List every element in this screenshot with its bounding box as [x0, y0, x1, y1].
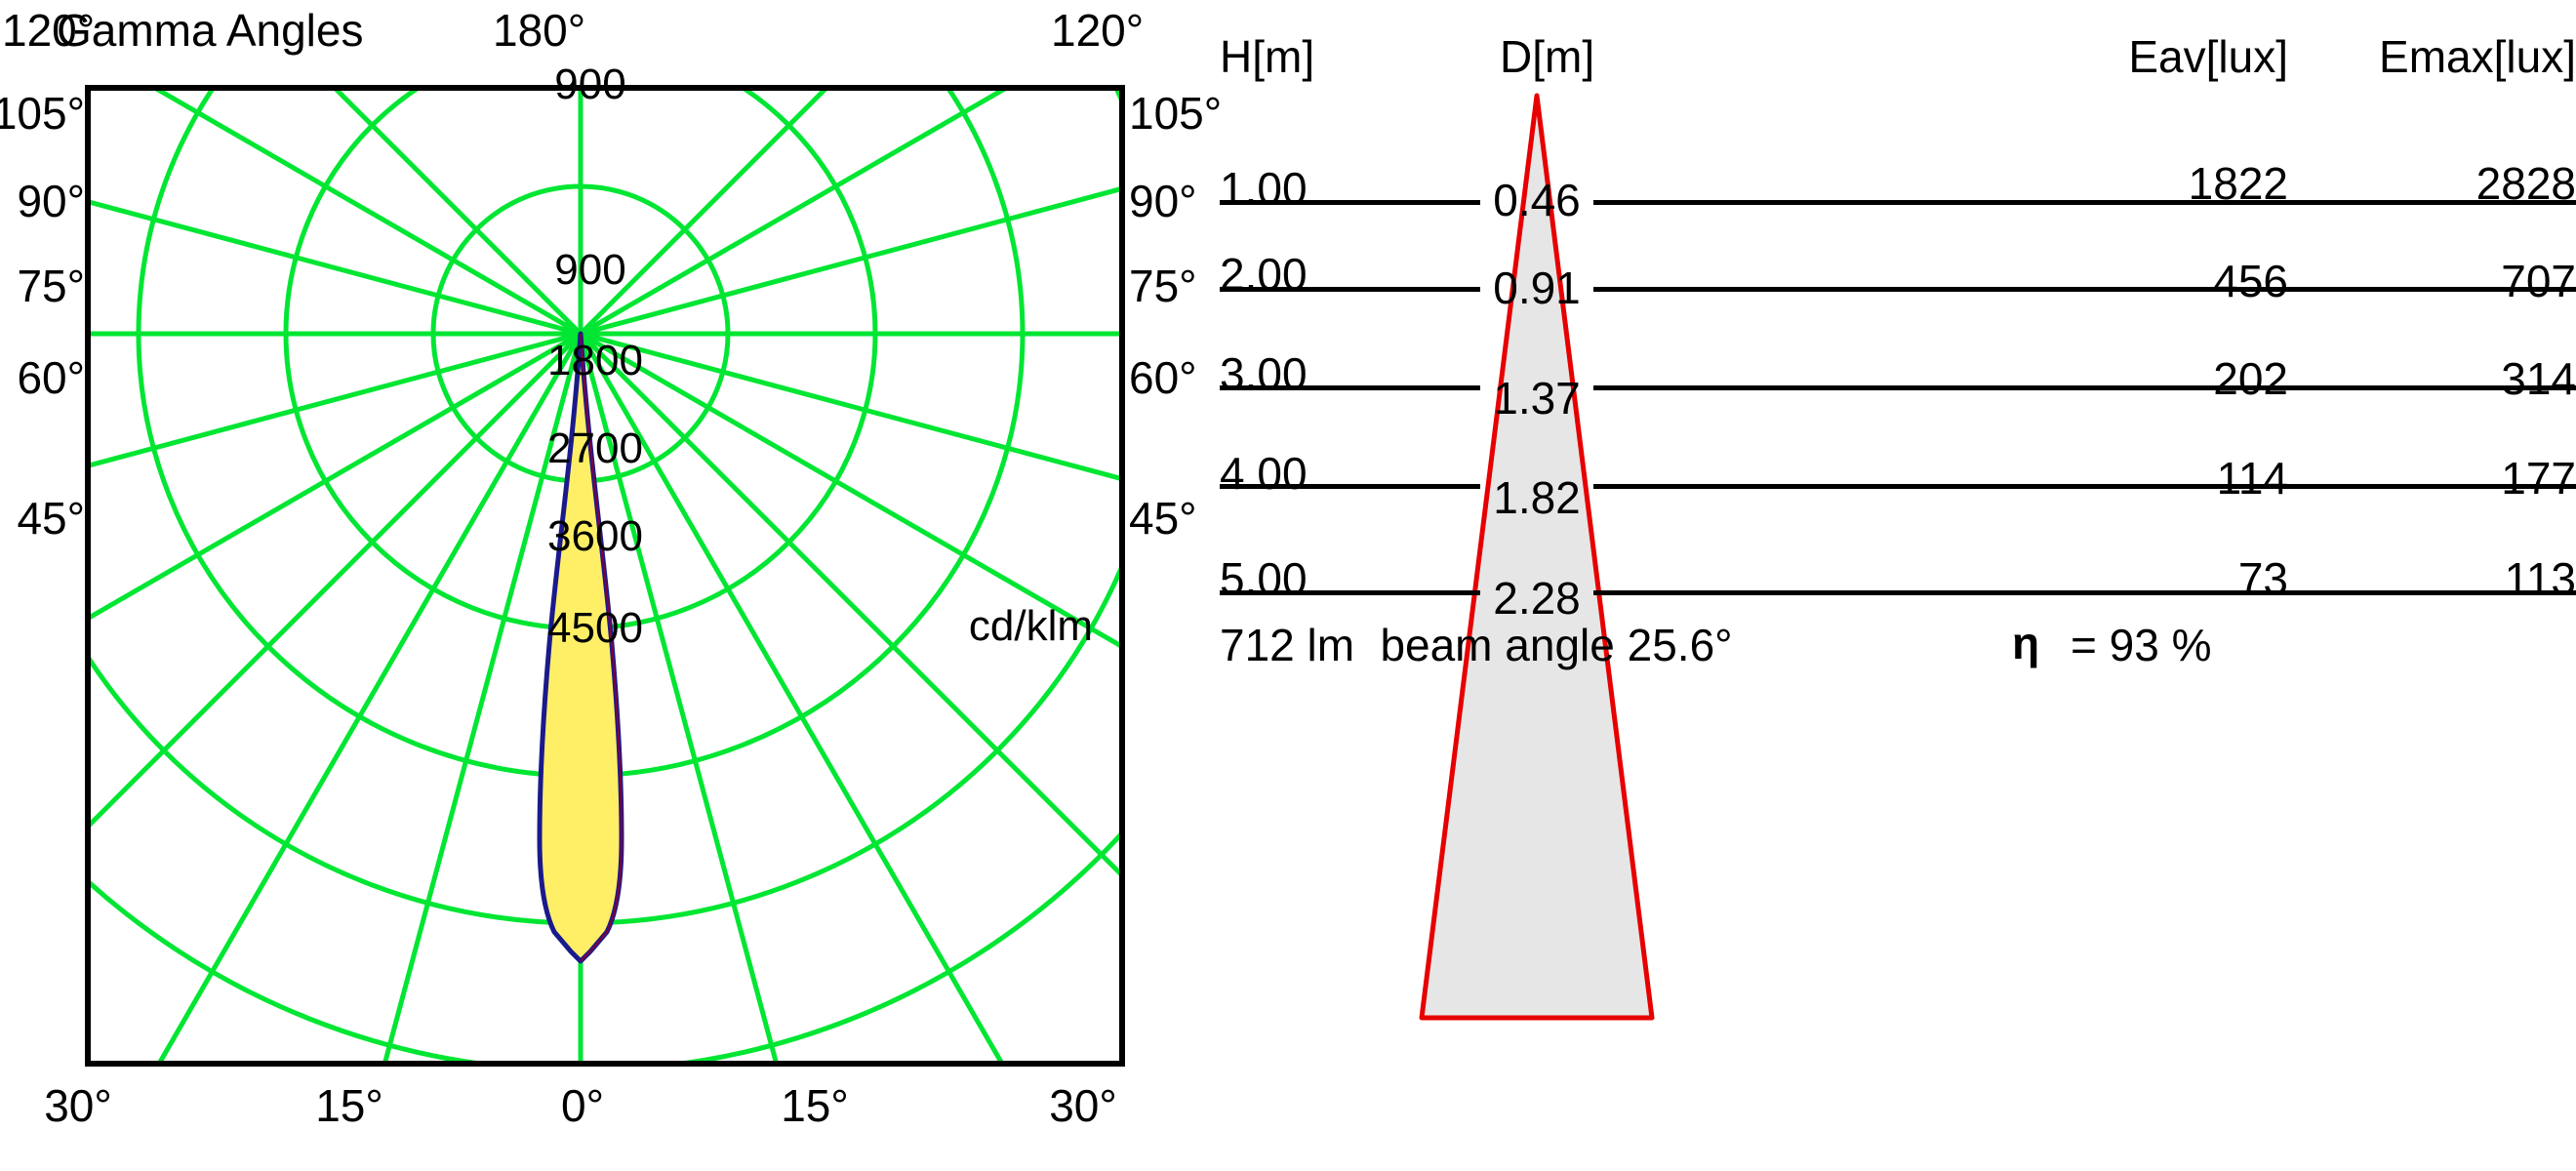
polar-iso-label-1800: 1800 [547, 337, 643, 384]
beam-cone-shape [1419, 93, 1655, 1021]
polar-bottom-axis-label-30-right: 30° [1049, 1080, 1117, 1131]
polar-top-center-angle-label: 180° [493, 5, 586, 56]
cell-h-4: 4.00 [1220, 448, 1308, 499]
cell-h-2: 2.00 [1220, 249, 1308, 300]
polar-right-axis-label-45: 45° [1129, 493, 1197, 544]
polar-bottom-axis-label-15-right: 15° [781, 1080, 849, 1131]
row-rule-left-3 [1220, 385, 1480, 390]
total-luminous-flux: 712 lm [1220, 620, 1355, 670]
polar-iso-label-4500: 4500 [547, 604, 643, 652]
polar-bottom-axis-label-0: 0° [561, 1080, 604, 1131]
polar-right-axis-label-90: 90° [1129, 176, 1197, 226]
cell-emax-4: 177 [2501, 453, 2576, 504]
polar-iso-label-900-top: 900 [554, 61, 626, 108]
efficiency-symbol: η [2012, 618, 2040, 668]
cell-emax-3: 314 [2501, 353, 2576, 404]
row-rule-right-4 [1593, 484, 2576, 489]
polar-plot-canvas [85, 85, 1125, 1067]
cell-d-3: 1.37 [1493, 373, 1581, 424]
cell-h-5: 5.00 [1220, 553, 1308, 604]
intensity-curve [537, 331, 624, 964]
polar-right-axis-label-60: 60° [1129, 352, 1197, 403]
column-header-diameter: D[m] [1500, 31, 1595, 82]
cell-eav-5: 73 [2237, 553, 2288, 604]
row-rule-left-4 [1220, 484, 1480, 489]
polar-title: Gamma Angles [57, 5, 364, 56]
polar-iso-label-3600: 3600 [547, 512, 643, 560]
polar-left-axis-label-105: 105° [0, 88, 85, 139]
row-rule-right-2 [1593, 287, 2576, 292]
cell-emax-5: 113 [2504, 553, 2576, 604]
polar-left-axis-label-45: 45° [17, 493, 85, 544]
cell-eav-1: 1822 [2188, 158, 2288, 209]
polar-top-right-angle-label: 120° [1051, 5, 1145, 56]
efficiency-value: = 93 % [2071, 620, 2212, 670]
polar-top-left-angle-label: 120° [2, 5, 96, 56]
column-header-eav: Eav[lux] [2128, 31, 2288, 82]
row-rule-left-5 [1220, 590, 1480, 595]
row-rule-right-5 [1593, 590, 2576, 595]
row-rule-left-1 [1220, 200, 1480, 205]
row-rule-right-3 [1593, 385, 2576, 390]
beam-cone-panel: H[m] D[m] Eav[lux] Emax[lux] 1.00 0.46 1… [1220, 0, 2576, 1171]
polar-right-axis-label-75: 75° [1129, 261, 1197, 311]
cell-d-4: 1.82 [1493, 472, 1581, 523]
row-rule-right-1 [1593, 200, 2576, 205]
cell-h-3: 3.00 [1220, 348, 1308, 399]
polar-left-axis-label-75: 75° [17, 261, 85, 311]
cell-h-1: 1.00 [1220, 163, 1308, 214]
cell-eav-4: 114 [2216, 453, 2288, 504]
row-rule-left-2 [1220, 287, 1480, 292]
polar-iso-label-900: 900 [554, 246, 626, 294]
beam-cone-canvas [1419, 93, 1655, 1021]
cell-d-1: 0.46 [1493, 175, 1581, 225]
polar-frame [85, 85, 1125, 1067]
column-header-height: H[m] [1220, 31, 1315, 82]
cell-eav-3: 202 [2213, 353, 2288, 404]
cell-emax-1: 2828 [2475, 158, 2576, 209]
polar-intensity-diagram: 120° Gamma Angles 180° 120° 105° 90° 75°… [0, 0, 1223, 1171]
polar-left-axis-label-60: 60° [17, 352, 85, 403]
cell-eav-2: 456 [2213, 256, 2288, 306]
cell-d-5: 2.28 [1493, 573, 1581, 624]
polar-iso-label-2700: 2700 [547, 424, 643, 472]
column-header-emax: Emax[lux] [2379, 31, 2576, 82]
polar-right-axis-label-105: 105° [1129, 88, 1223, 139]
beam-angle-label: beam angle 25.6° [1380, 620, 1733, 670]
polar-unit-label: cd/klm [968, 602, 1093, 650]
polar-grid [88, 88, 1122, 1064]
polar-bottom-axis-label-30-left: 30° [44, 1080, 112, 1131]
cell-d-2: 0.91 [1493, 262, 1581, 313]
polar-bottom-axis-label-15-left: 15° [315, 1080, 383, 1131]
polar-left-axis-label-90: 90° [17, 176, 85, 226]
cell-emax-2: 707 [2501, 256, 2576, 306]
